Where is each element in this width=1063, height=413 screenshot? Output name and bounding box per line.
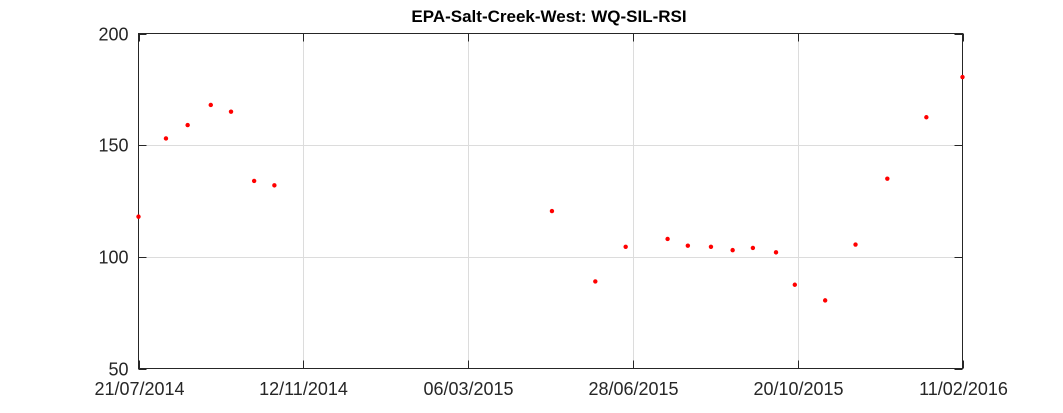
data-point — [136, 214, 140, 218]
data-point — [164, 136, 168, 140]
data-point — [665, 237, 669, 241]
data-point — [823, 298, 827, 302]
chart-title: EPA-Salt-Creek-West: WQ-SIL-RSI — [411, 7, 686, 26]
plot-frame — [139, 34, 963, 369]
gridlines — [139, 34, 963, 369]
x-tick-label: 12/11/2014 — [259, 379, 348, 399]
x-tick-label: 20/10/2015 — [753, 379, 843, 399]
y-tick-label: 100 — [98, 248, 128, 268]
x-tick-label: 11/02/2016 — [919, 379, 1008, 399]
x-tick-label: 28/06/2015 — [588, 379, 678, 399]
data-point — [623, 245, 627, 249]
data-point — [550, 209, 554, 213]
data-point — [730, 248, 734, 252]
data-point — [593, 279, 597, 283]
data-point — [209, 103, 213, 107]
data-point — [885, 176, 889, 180]
data-point — [774, 250, 778, 254]
data-point — [793, 283, 797, 287]
data-point — [252, 179, 256, 183]
data-point — [686, 243, 690, 247]
y-tick-label: 50 — [108, 360, 128, 380]
x-tick-label: 21/07/2014 — [94, 379, 184, 399]
data-point — [229, 109, 233, 113]
data-point — [709, 245, 713, 249]
data-point — [185, 123, 189, 127]
data-point — [272, 183, 276, 187]
x-tick-label: 06/03/2015 — [423, 379, 513, 399]
data-point — [960, 75, 964, 79]
data-point — [853, 242, 857, 246]
data-points — [136, 75, 964, 303]
y-tick-label: 150 — [98, 136, 128, 156]
data-point — [924, 115, 928, 119]
data-point — [751, 246, 755, 250]
y-tick-label: 200 — [98, 25, 128, 45]
